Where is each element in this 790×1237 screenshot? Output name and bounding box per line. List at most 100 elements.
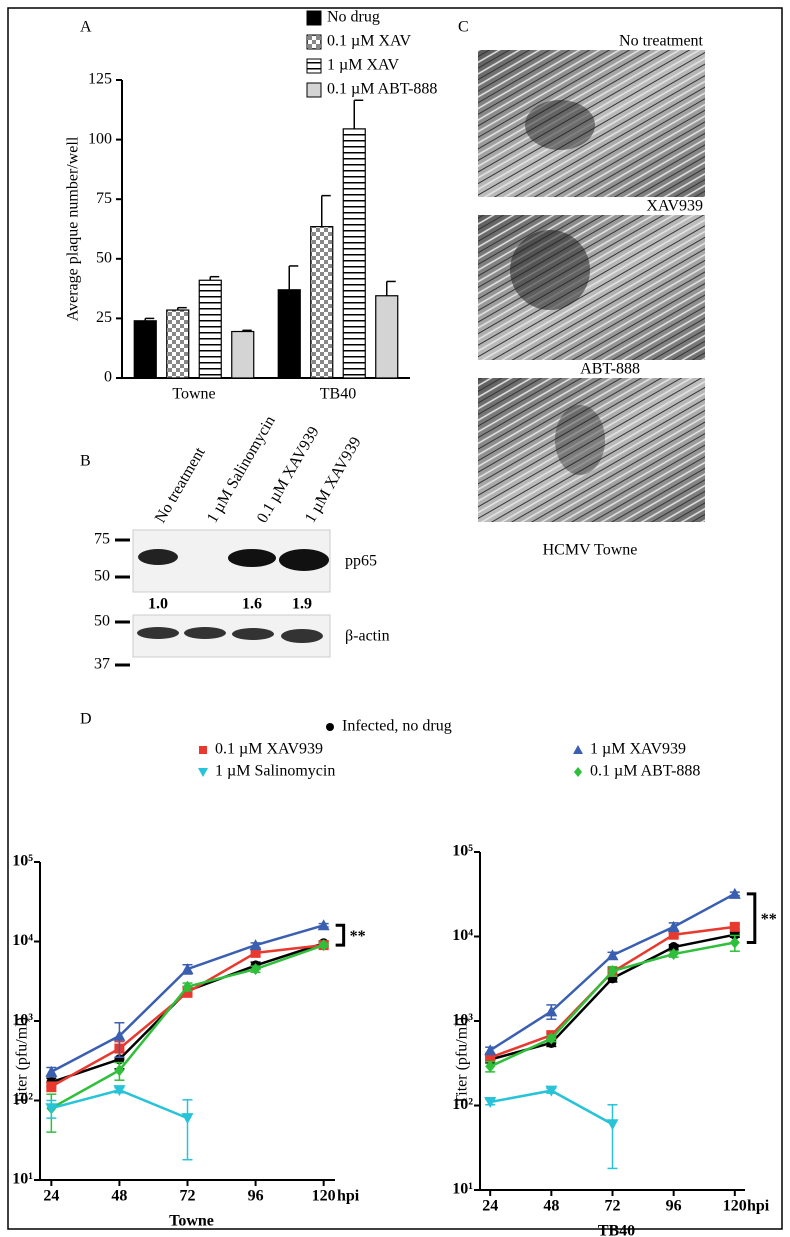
- micrograph-label: No treatment: [619, 33, 704, 50]
- x-tick-label: 120: [312, 1188, 336, 1205]
- y-tick-label: 25: [96, 309, 112, 326]
- x-tick-label: 96: [248, 1188, 264, 1205]
- data-point: [728, 887, 741, 899]
- series-line: [489, 941, 736, 1068]
- y-tick-label: 10⁴: [12, 932, 33, 949]
- band-quantity: 1.0: [148, 596, 168, 613]
- legend-label: 0.1 µM ABT-888: [590, 763, 700, 780]
- data-point: [668, 942, 679, 953]
- y-tick-label: 10⁵: [12, 853, 33, 870]
- data-point: [573, 745, 583, 754]
- data-point: [182, 980, 193, 993]
- data-point: [545, 1085, 558, 1097]
- micrograph-label: ABT-888: [580, 361, 640, 378]
- legend-label: 1 µM Salinomycin: [215, 763, 335, 780]
- legend-label: 1 µM XAV939: [590, 741, 686, 758]
- data-point: [317, 919, 330, 931]
- data-point: [45, 1065, 58, 1077]
- x-tick-label: 96: [666, 1198, 682, 1215]
- data-point: [46, 1081, 57, 1092]
- blot-images: [132, 529, 331, 658]
- y-tick-label: 75: [96, 190, 112, 207]
- legend-label: No drug: [327, 9, 380, 26]
- data-point: [485, 1052, 496, 1063]
- data-point: [181, 1113, 194, 1125]
- legend-label: 0.1 µM XAV: [327, 33, 411, 50]
- micrograph-images: [478, 50, 705, 522]
- legend-swatch: [306, 82, 322, 98]
- series-line: [489, 925, 735, 1059]
- significance-bracket: [746, 892, 757, 944]
- x-tick-label: Towne: [172, 386, 215, 403]
- bar: [375, 295, 399, 379]
- y-tick-label: 10²: [12, 1091, 33, 1108]
- y-tick-label: 10¹: [12, 1171, 33, 1188]
- y-tick-label: 10³: [12, 1012, 33, 1029]
- legend-swatch: [306, 34, 322, 50]
- data-point: [667, 920, 680, 932]
- data-point: [318, 939, 329, 952]
- legend-label: 0.1 µM XAV939: [215, 741, 323, 758]
- y-axis-label: Titer (pfu/ml): [14, 1017, 31, 1105]
- x-tick-label: 120: [723, 1198, 747, 1215]
- x-tick-label: 24: [43, 1188, 59, 1205]
- data-point: [181, 963, 194, 975]
- legend-swatch: [306, 10, 322, 26]
- data-point: [668, 948, 679, 961]
- x-tick-label: 48: [111, 1188, 127, 1205]
- y-tick-label: 50: [96, 249, 112, 266]
- data-point: [574, 767, 582, 777]
- marker-label: 37: [94, 656, 110, 673]
- data-point: [729, 936, 740, 949]
- y-tick-label: 125: [88, 71, 112, 88]
- bar: [342, 128, 366, 379]
- legend-label: 1 µM XAV: [327, 57, 399, 74]
- micrograph-label: XAV939: [646, 198, 703, 215]
- data-point: [668, 929, 679, 940]
- x-tick-label: 48: [543, 1198, 559, 1215]
- y-tick-label: 10¹: [452, 1181, 473, 1198]
- data-point: [606, 1119, 619, 1131]
- data-point: [484, 1097, 497, 1109]
- band-quantity: 1.6: [242, 596, 262, 613]
- data-point: [113, 1029, 126, 1041]
- x-tick-label: 72: [605, 1198, 621, 1215]
- band-quantity: 1.9: [292, 596, 312, 613]
- marker-label: 50: [94, 613, 110, 630]
- chart-title: TB40: [598, 1223, 635, 1237]
- y-tick-label: 10⁵: [452, 843, 473, 860]
- y-tick-label: 10³: [452, 1012, 473, 1029]
- data-point: [606, 949, 619, 961]
- significance-label: **: [350, 928, 366, 945]
- data-point: [45, 1103, 58, 1115]
- data-point: [250, 963, 261, 976]
- bar: [231, 330, 255, 379]
- x-axis-label: hpi: [337, 1188, 360, 1205]
- y-axis-label: Titer (pfu/ml): [454, 1017, 471, 1105]
- data-point: [199, 746, 207, 754]
- data-point: [326, 723, 334, 731]
- lane-label: No treatment: [152, 444, 209, 526]
- bar: [133, 320, 157, 379]
- data-point: [484, 1044, 497, 1056]
- y-tick-label: 100: [88, 130, 112, 147]
- x-tick-label: 72: [180, 1188, 196, 1205]
- significance-bracket: [335, 923, 346, 947]
- series-line: [50, 924, 325, 1073]
- row-label: β-actin: [345, 628, 390, 645]
- data-point: [249, 939, 262, 951]
- significance-label: **: [761, 911, 777, 928]
- x-tick-label: TB40: [320, 386, 356, 403]
- panel-label: D: [80, 711, 92, 728]
- data-point: [250, 947, 261, 958]
- data-point: [545, 1005, 558, 1017]
- x-tick-label: 24: [482, 1198, 498, 1215]
- y-tick-label: 10²: [452, 1096, 473, 1113]
- data-point: [607, 965, 618, 978]
- bar: [310, 226, 334, 379]
- x-axis-label: hpi: [747, 1198, 770, 1215]
- bar: [277, 289, 301, 379]
- marker-label: 50: [94, 568, 110, 585]
- row-label: pp65: [345, 553, 377, 570]
- y-axis-label: Average plaque number/well: [65, 136, 82, 321]
